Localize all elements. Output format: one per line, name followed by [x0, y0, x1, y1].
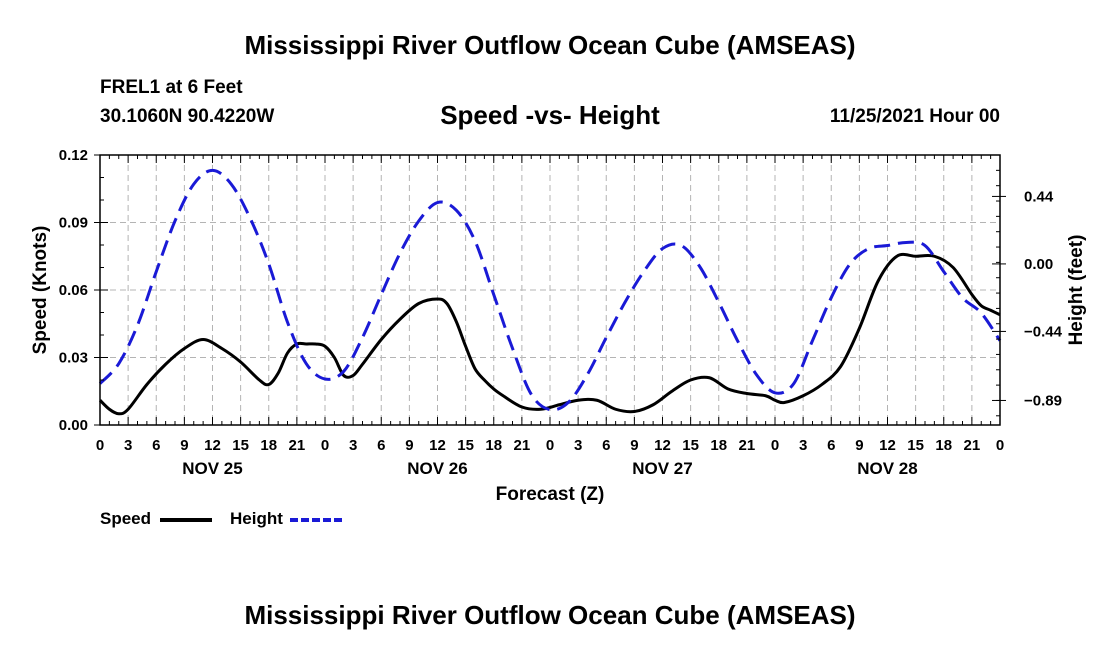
legend-speed-swatch [160, 518, 212, 522]
x-tick-label: 15 [232, 437, 249, 454]
footer-title: Mississippi River Outflow Ocean Cube (AM… [244, 600, 856, 630]
x-tick-label: 3 [799, 437, 807, 454]
y-tick-label: 0.09 [59, 215, 88, 232]
x-tick-label: 21 [964, 437, 981, 454]
x-tick-label: 0 [96, 437, 104, 454]
x-tick-label: 0 [771, 437, 779, 454]
x-tick-label: 3 [124, 437, 132, 454]
y-tick-label: 0.03 [59, 350, 88, 367]
coordinates-label: 30.1060N 90.4220W [100, 106, 275, 127]
x-tick-label: 12 [429, 437, 446, 454]
chart-main-title: Mississippi River Outflow Ocean Cube (AM… [244, 30, 856, 60]
x-tick-label: 21 [739, 437, 756, 454]
x-tick-label: 9 [180, 437, 188, 454]
x-tick-label: 9 [855, 437, 863, 454]
day-label: NOV 26 [407, 459, 467, 478]
run-time-label: 11/25/2021 Hour 00 [829, 106, 1000, 127]
x-tick-label: 6 [377, 437, 385, 454]
x-tick-label: 18 [935, 437, 952, 454]
y2-tick-label: 0.44 [1024, 188, 1054, 205]
x-tick-label: 3 [574, 437, 582, 454]
x-tick-label: 12 [654, 437, 671, 454]
x-tick-label: 0 [321, 437, 329, 454]
x-tick-label: 9 [630, 437, 638, 454]
day-label: NOV 28 [857, 459, 917, 478]
day-label: NOV 25 [182, 459, 242, 478]
x-tick-label: 0 [546, 437, 554, 454]
x-tick-label: 3 [349, 437, 357, 454]
y2-tick-label: −0.44 [1024, 323, 1063, 340]
x-tick-label: 15 [457, 437, 474, 454]
x-tick-label: 12 [879, 437, 896, 454]
x-tick-label: 6 [827, 437, 835, 454]
y2-tick-label: −0.89 [1024, 392, 1062, 409]
day-label: NOV 27 [632, 459, 692, 478]
x-tick-label: 21 [514, 437, 531, 454]
x-tick-label: 0 [996, 437, 1004, 454]
y-tick-label: 0.00 [59, 417, 88, 434]
x-tick-label: 6 [152, 437, 160, 454]
y-tick-label: 0.12 [59, 147, 88, 164]
x-tick-label: 9 [405, 437, 413, 454]
legend-speed-label: Speed [100, 509, 152, 528]
station-label: FREL1 at 6 Feet [100, 77, 243, 98]
x-tick-label: 6 [602, 437, 610, 454]
y2-tick-label: 0.00 [1024, 256, 1053, 273]
x-axis-title: Forecast (Z) [496, 484, 605, 505]
y-tick-label: 0.06 [59, 282, 88, 299]
x-tick-label: 15 [907, 437, 924, 454]
x-tick-label: 12 [204, 437, 221, 454]
speed-series-line [98, 252, 1001, 416]
legend-height-label: Height [230, 509, 283, 528]
x-tick-label: 18 [485, 437, 502, 454]
x-tick-label: 18 [260, 437, 277, 454]
x-tick-label: 21 [289, 437, 306, 454]
y2-axis-title: Height (feet) [1066, 235, 1087, 346]
x-tick-label: 18 [710, 437, 727, 454]
legend-height-swatch [290, 518, 342, 522]
x-tick-label: 15 [682, 437, 699, 454]
chart-subtitle: Speed -vs- Height [440, 100, 660, 130]
y-axis-title: Speed (Knots) [30, 226, 51, 355]
